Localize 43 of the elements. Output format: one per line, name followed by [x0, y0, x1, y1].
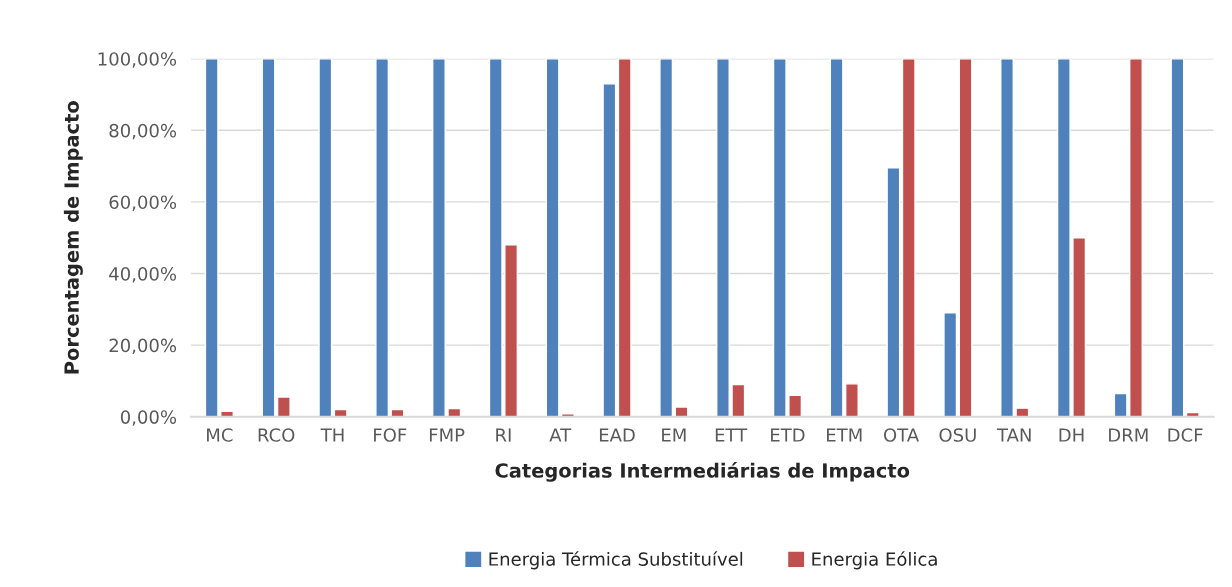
x-tick-label: RCO [258, 428, 295, 442]
x-tick-label: RI [496, 428, 511, 442]
legend-label: Energia Térmica Substituível [489, 551, 743, 570]
y-tick-label: 80,00% [109, 123, 177, 140]
bar [333, 408, 348, 417]
x-tick-label: DH [1059, 428, 1084, 442]
bar [261, 58, 276, 417]
y-tick-label: 60,00% [109, 195, 177, 211]
bar [318, 58, 333, 417]
bar [375, 58, 390, 417]
x-tick-label: DRM [1109, 428, 1148, 442]
bar [602, 83, 617, 417]
x-tick-label: ETM [827, 428, 862, 442]
bar [958, 58, 973, 417]
x-tick-label: EM [662, 428, 686, 442]
y-tick-label: 0,00% [120, 410, 177, 426]
y-tick-label: 40,00% [109, 267, 177, 283]
bar [545, 58, 560, 417]
x-tick-label: OTA [883, 428, 920, 442]
bar [617, 58, 632, 417]
y-axis-title: Porcentagem de Impacto [63, 101, 83, 374]
x-tick-label: DCF [1168, 428, 1203, 442]
bar [276, 396, 291, 417]
x-tick-label: AT [549, 428, 572, 442]
x-tick-label: FOF [374, 428, 407, 442]
bar [674, 406, 689, 417]
y-tick-label: 20,00% [109, 338, 177, 355]
bar [901, 58, 916, 417]
bar [943, 312, 958, 417]
x-axis-title: Categorias Intermediárias de Impacto [495, 462, 910, 482]
x-tick-label: TAN [996, 428, 1031, 442]
bar [1170, 58, 1185, 417]
x-tick-label: FMP [429, 428, 465, 442]
x-tick-label: OSU [939, 428, 976, 442]
bar [659, 58, 674, 417]
bar [886, 167, 901, 417]
legend-label: Energia Eólica [812, 551, 937, 570]
x-tick-label: EAD [599, 428, 635, 442]
x-tick-label: ETT [715, 428, 748, 442]
x-tick-label: ETD [771, 428, 805, 442]
x-tick-label: MC [207, 428, 233, 442]
x-tick-label: TH [320, 428, 344, 442]
y-tick-label: 100,00% [98, 52, 177, 68]
